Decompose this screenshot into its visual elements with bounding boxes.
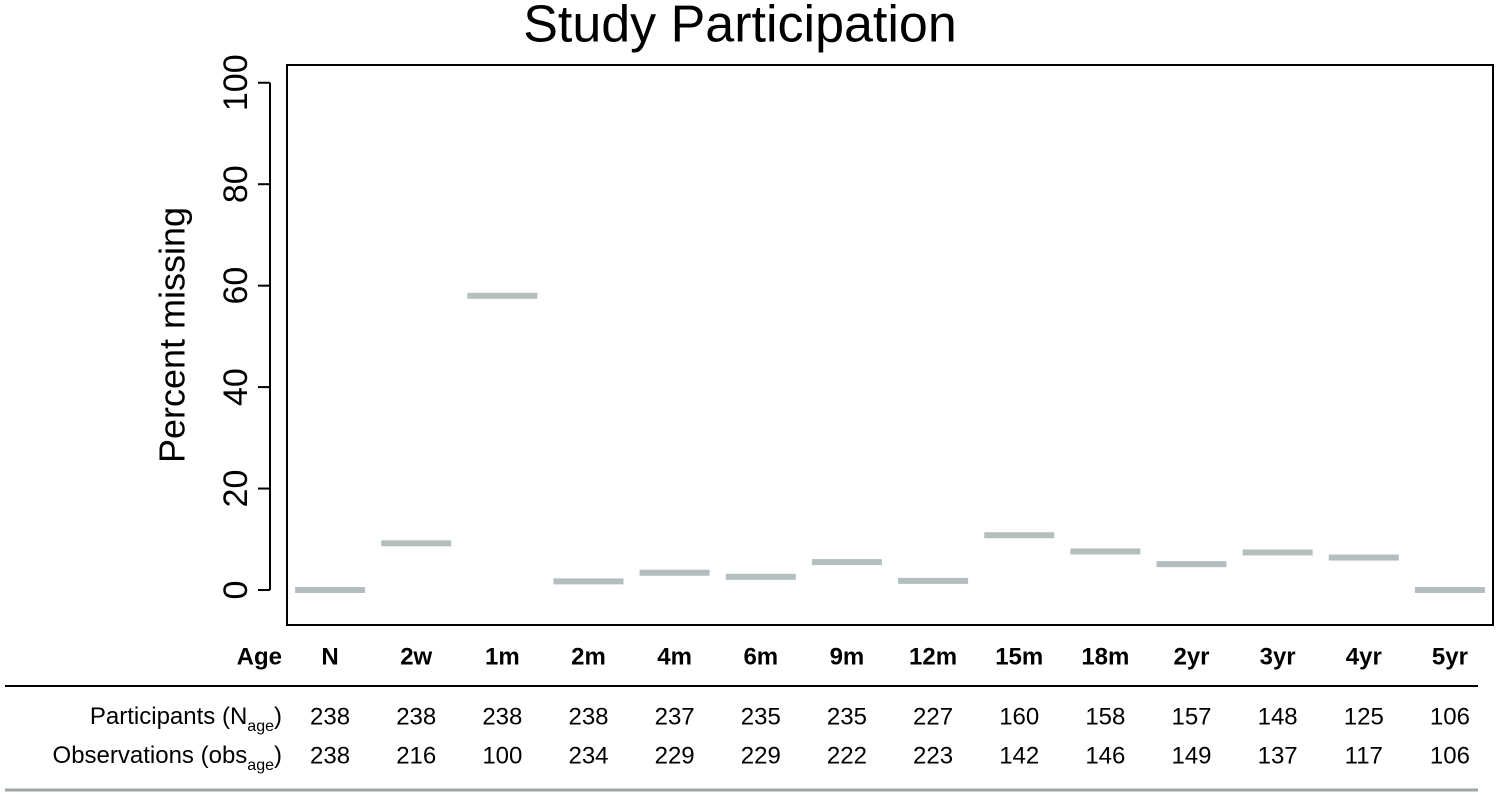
x-tick-label: 5yr (1432, 643, 1468, 670)
x-tick-label: 2w (400, 643, 432, 670)
y-tick-label: 20 (217, 470, 255, 508)
y-tick-label: 40 (217, 368, 255, 406)
y-tick-label: 60 (217, 267, 255, 305)
table-cell: 216 (396, 742, 436, 769)
row-label-text: Participants (N (90, 703, 247, 730)
table-cell: 235 (741, 703, 781, 730)
table-cell: 157 (1171, 703, 1211, 730)
table-cell: 142 (999, 742, 1039, 769)
table-cell: 229 (741, 742, 781, 769)
bar (725, 573, 796, 580)
y-tick-label: 80 (217, 165, 255, 203)
x-tick-label: 4yr (1346, 643, 1382, 670)
bar (898, 577, 969, 584)
bar (381, 540, 452, 547)
table-cell: 100 (482, 742, 522, 769)
row-label: Observations (obsage) (53, 742, 282, 773)
bar (553, 578, 624, 585)
row-label-close: ) (274, 742, 282, 769)
table-cell: 227 (913, 703, 953, 730)
table-cell: 235 (827, 703, 867, 730)
x-tick-label: N (321, 643, 338, 670)
table-cell: 238 (568, 703, 608, 730)
table-cell: 223 (913, 742, 953, 769)
bar (1156, 561, 1227, 568)
table-cell: 238 (396, 703, 436, 730)
table-cell: 238 (310, 703, 350, 730)
x-tick-label: 12m (909, 643, 957, 670)
table-cell: 234 (568, 742, 608, 769)
y-tick-label: 100 (217, 54, 255, 111)
x-tick-label: 4m (657, 643, 692, 670)
bar (811, 559, 882, 566)
bar (295, 587, 366, 593)
table-cell: 148 (1258, 703, 1298, 730)
table-cell: 117 (1345, 742, 1383, 769)
table-cell: 229 (655, 742, 695, 769)
x-tick-label: 9m (830, 643, 865, 670)
table-cell: 158 (1085, 703, 1125, 730)
x-tick-label: 15m (995, 643, 1043, 670)
table-cell: 106 (1430, 703, 1470, 730)
plot-frame (286, 64, 1494, 626)
row-label-text: Observations (obs (53, 742, 248, 769)
table-cell: 238 (482, 703, 522, 730)
bar (1414, 587, 1485, 593)
x-tick-label: 1m (485, 643, 520, 670)
bar (984, 532, 1055, 539)
chart-title: Study Participation (523, 0, 957, 54)
bar (1070, 548, 1141, 555)
table-cell: 238 (310, 742, 350, 769)
table-cell: 146 (1085, 742, 1125, 769)
table-cell: 137 (1258, 742, 1298, 769)
x-tick-label: 6m (743, 643, 778, 670)
table-cell: 160 (999, 703, 1039, 730)
x-tick-label: 3yr (1260, 643, 1296, 670)
table-cell: 106 (1430, 742, 1470, 769)
category-axis-label: Age (237, 643, 282, 670)
bar (467, 292, 538, 299)
bar (1242, 549, 1313, 556)
row-label-sub: age (247, 718, 274, 735)
bar (1328, 554, 1399, 561)
row-label: Participants (Nage) (90, 703, 282, 734)
table-cell: 125 (1344, 703, 1384, 730)
y-axis-label: Percent missing (152, 207, 193, 463)
x-tick-label: 2m (571, 643, 606, 670)
table-cell: 149 (1171, 742, 1211, 769)
table-cell: 237 (655, 703, 695, 730)
x-tick-label: 18m (1081, 643, 1129, 670)
y-tick-label: 0 (217, 581, 255, 600)
row-label-close: ) (274, 703, 282, 730)
row-label-sub: age (247, 757, 274, 774)
bar (639, 569, 710, 576)
x-tick-label: 2yr (1173, 643, 1209, 670)
table-cell: 222 (827, 742, 867, 769)
